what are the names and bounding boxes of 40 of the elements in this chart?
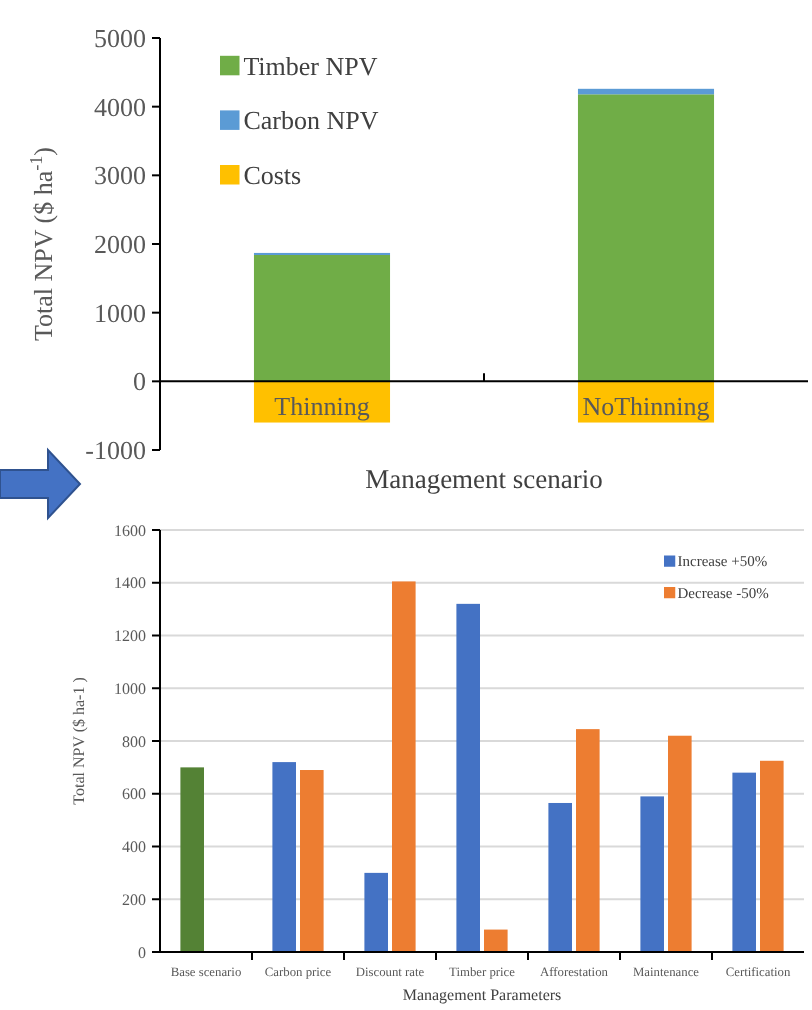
y-tick-label: 1000 bbox=[114, 679, 146, 698]
y-tick-label: 0 bbox=[133, 366, 146, 397]
y-tick-label: 1200 bbox=[114, 627, 146, 646]
y-tick-label: 4000 bbox=[94, 91, 146, 122]
bar bbox=[300, 770, 324, 952]
bar bbox=[760, 760, 784, 952]
bar bbox=[577, 94, 715, 382]
bar bbox=[456, 603, 480, 952]
y-tick-label: 2000 bbox=[94, 229, 146, 260]
y-tick-label: 5000 bbox=[94, 23, 146, 54]
bar bbox=[548, 802, 572, 952]
bar bbox=[668, 735, 692, 952]
legend-label: Timber NPV bbox=[243, 50, 379, 81]
bar bbox=[732, 772, 756, 952]
bar bbox=[576, 729, 600, 952]
bar bbox=[484, 929, 508, 952]
bar bbox=[272, 762, 296, 952]
x-axis-title: Management scenario bbox=[365, 464, 604, 494]
bar bbox=[180, 767, 204, 952]
y-tick-label: 200 bbox=[122, 890, 146, 909]
y-tick-label: 1600 bbox=[114, 521, 146, 540]
legend-label: Costs bbox=[243, 159, 302, 190]
y-tick-label: 0 bbox=[138, 943, 146, 962]
bar bbox=[640, 796, 664, 952]
x-tick-label: NoThinning bbox=[582, 391, 711, 422]
y-tick-label: 1400 bbox=[114, 574, 146, 593]
bar bbox=[253, 254, 391, 382]
y-tick-label: 400 bbox=[122, 838, 146, 857]
bar bbox=[392, 581, 416, 952]
x-axis-title: Management Parameters bbox=[402, 986, 562, 1004]
y-tick-label: 3000 bbox=[94, 160, 146, 191]
bar bbox=[364, 872, 388, 952]
x-tick-label: Thinning bbox=[274, 391, 371, 422]
y-tick-label: 600 bbox=[122, 785, 146, 804]
y-tick-label: -1000 bbox=[85, 435, 146, 466]
legend-label: Carbon NPV bbox=[243, 105, 380, 136]
bar bbox=[577, 88, 715, 95]
y-tick-label: 1000 bbox=[94, 297, 146, 328]
y-axis-title: Total NPV ($ ha-1 ) bbox=[70, 676, 88, 805]
y-tick-label: 800 bbox=[122, 732, 146, 751]
